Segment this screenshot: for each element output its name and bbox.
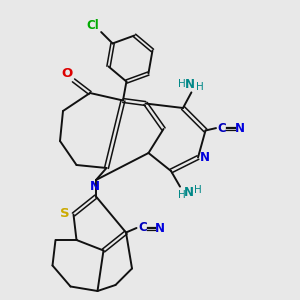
Text: N: N bbox=[185, 78, 195, 92]
Text: H: H bbox=[194, 184, 201, 195]
Text: C: C bbox=[138, 221, 147, 234]
Text: S: S bbox=[60, 207, 70, 220]
Text: N: N bbox=[200, 151, 210, 164]
Text: H: H bbox=[178, 190, 185, 200]
Text: N: N bbox=[184, 186, 194, 199]
Text: N: N bbox=[89, 180, 100, 193]
Text: O: O bbox=[61, 67, 73, 80]
Text: H: H bbox=[196, 82, 204, 92]
Text: C: C bbox=[218, 122, 226, 135]
Text: H: H bbox=[178, 79, 186, 89]
Text: Cl: Cl bbox=[87, 19, 99, 32]
Text: N: N bbox=[155, 221, 165, 235]
Text: N: N bbox=[234, 122, 244, 135]
